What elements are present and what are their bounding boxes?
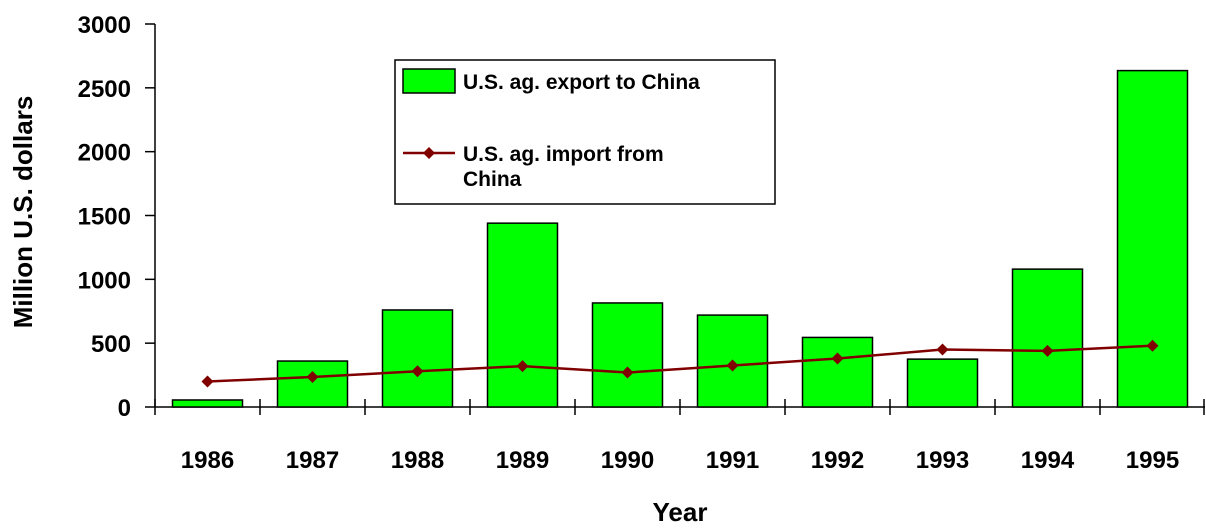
x-tick-label: 1995: [1126, 447, 1179, 474]
x-tick-label: 1991: [706, 447, 759, 474]
x-axis: 1986 1987 1988 1989 1990 1991 1992 1993 1994 1995: [154, 399, 1205, 474]
bar: [1116, 69, 1189, 408]
y-tick-label: 2500: [78, 76, 131, 103]
x-tick-label: 1987: [286, 447, 339, 474]
y-tick-label: 1000: [78, 267, 131, 294]
x-tick-label: 1990: [601, 447, 654, 474]
point: [516, 360, 529, 373]
y-tick-label: 2000: [78, 140, 131, 167]
legend-label-import: U.S. ag. import from China: [463, 143, 670, 191]
legend-swatch-export: [402, 68, 456, 94]
bar: [171, 399, 244, 408]
point: [726, 359, 739, 372]
point: [411, 365, 424, 378]
series-line: [207, 344, 1153, 383]
bar: [486, 222, 559, 408]
legend-marker-import: [423, 147, 435, 159]
legend-label-export: U.S. ag. export to China: [463, 71, 700, 94]
point: [936, 343, 949, 356]
y-tick-label: 3000: [78, 12, 131, 39]
point: [831, 352, 844, 365]
x-axis-title: Year: [653, 497, 708, 527]
x-tick-label: 1993: [916, 447, 969, 474]
x-tick-label: 1994: [1021, 447, 1075, 474]
x-tick-label: 1992: [811, 447, 864, 474]
bar: [381, 309, 454, 408]
point: [1146, 339, 1159, 352]
x-tick-label: 1989: [496, 447, 549, 474]
bar: [276, 360, 349, 408]
y-axis: 0 500 1000 1500 2000 2500 3000: [78, 12, 156, 422]
point: [621, 366, 634, 379]
bar: [1011, 268, 1084, 408]
y-tick-label: 0: [118, 395, 131, 422]
bar: [906, 358, 979, 408]
point: [201, 375, 214, 388]
y-tick-label: 1500: [78, 204, 131, 231]
point: [306, 370, 319, 383]
bar: [591, 302, 664, 408]
x-tick-label: 1986: [181, 447, 234, 474]
y-axis-title: Million U.S. dollars: [8, 96, 38, 329]
legend-frame: [394, 59, 776, 205]
point: [1041, 344, 1054, 357]
bar-series: [171, 69, 1189, 408]
y-tick-label: 500: [91, 331, 131, 358]
x-tick-label: 1988: [391, 447, 444, 474]
bar: [801, 336, 874, 408]
line-series: [201, 339, 1159, 388]
legend: U.S. ag. export to China U.S. ag. import…: [394, 59, 776, 205]
